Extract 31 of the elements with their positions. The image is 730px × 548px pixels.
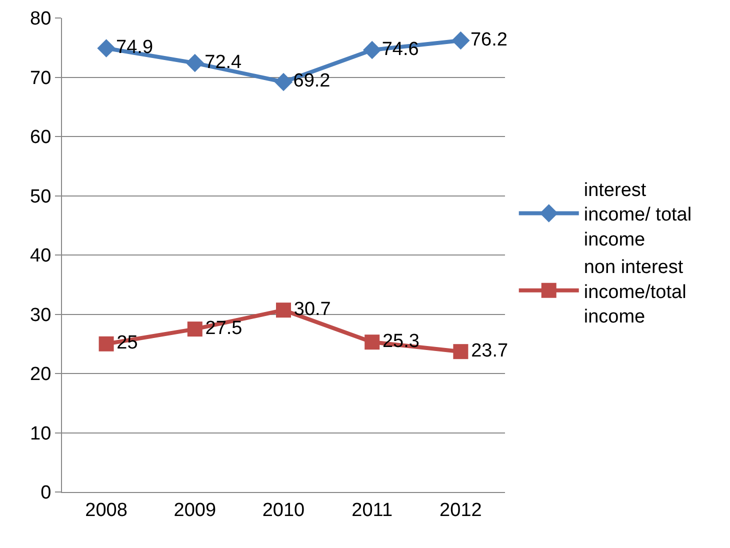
point	[363, 40, 382, 60]
x-tick-label: 2011	[352, 500, 393, 521]
point	[276, 302, 291, 318]
point	[97, 39, 116, 58]
y-tick-label: 20	[30, 364, 52, 386]
point	[98, 336, 114, 352]
data-label: 69.2	[293, 70, 330, 92]
y-tick-label: 80	[30, 8, 52, 30]
point	[187, 322, 202, 337]
point	[274, 72, 293, 92]
x-tick-label: 2009	[174, 500, 216, 521]
point	[452, 31, 470, 50]
data-label: 72.4	[204, 52, 242, 73]
y-tick-label: 50	[30, 186, 52, 208]
data-label: 23.7	[471, 340, 508, 362]
y-tick-label: 60	[30, 127, 52, 148]
data-label: 76.2	[470, 29, 508, 50]
x-tick-label: 2008	[85, 500, 128, 521]
y-tick-label: 30	[30, 304, 52, 326]
y-tick-label: 70	[30, 68, 52, 89]
point	[453, 344, 468, 360]
y-tick-label: 10	[30, 423, 52, 444]
point	[364, 334, 380, 350]
y-tick-label: 40	[30, 246, 52, 267]
x-tick-label: 2010	[262, 500, 305, 521]
x-tick-label: 2012	[440, 500, 482, 521]
data-label: 27.5	[205, 318, 242, 339]
y-tick-label: 0	[40, 482, 52, 504]
data-label: 30.7	[294, 298, 331, 320]
point	[186, 54, 204, 72]
legend-label: non interest income/total income	[584, 257, 686, 328]
